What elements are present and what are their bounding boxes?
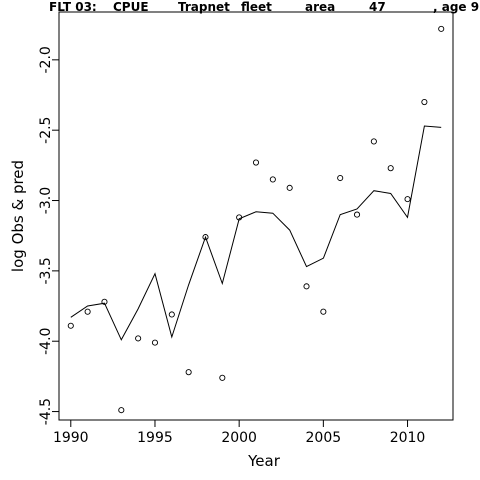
x-axis-label: Year [247, 452, 281, 470]
observed-point [370, 138, 377, 145]
observed-point [202, 234, 209, 241]
x-tick-label: 1990 [53, 430, 89, 446]
observed-point [84, 308, 91, 315]
x-axis: 1990 1995 2000 2005 2010 [53, 420, 425, 446]
observed-point [387, 165, 394, 172]
title-part-flt: FLT 03: [49, 0, 97, 14]
y-tick-label: -4.5 [38, 398, 54, 425]
x-tick-label: 2000 [221, 430, 257, 446]
plot-frame [58, 11, 454, 421]
title-part-age: , age 9 [433, 0, 479, 14]
observed-point [101, 298, 108, 305]
observed-point [421, 98, 428, 106]
title-part-trapnet: Trapnet [178, 0, 230, 14]
observed-point [151, 339, 159, 346]
observed-point [67, 322, 74, 329]
observed-point [353, 211, 361, 218]
predicted-line [70, 125, 442, 341]
y-axis-label: log Obs & pred [9, 160, 27, 272]
observed-point [303, 283, 310, 290]
title-part-area: area [305, 0, 335, 14]
observed-point [118, 407, 125, 414]
title-part-area-number: 47 [369, 0, 386, 14]
observed-point [219, 374, 226, 381]
observed-point [252, 159, 260, 166]
series-layer [67, 25, 445, 414]
x-tick-label: 2005 [306, 430, 342, 446]
x-tick-label: 1995 [137, 430, 173, 446]
observed-point [185, 369, 192, 376]
observed-point [337, 174, 344, 182]
observed-point [269, 176, 276, 183]
chart-title: FLT 03: CPUE Trapnet fleet area 47 , age… [49, 0, 479, 14]
observed-point [438, 25, 445, 32]
y-tick-label: -4.0 [38, 328, 54, 355]
y-tick-label: -2.0 [38, 46, 54, 73]
title-part-fleet: fleet [241, 0, 272, 14]
title-part-cpue: CPUE [113, 0, 149, 14]
observed-point [404, 196, 411, 203]
observed-point [320, 308, 327, 315]
x-tick-label: 2010 [390, 430, 426, 446]
y-tick-label: -3.5 [38, 257, 54, 284]
y-tick-label: -3.0 [38, 187, 54, 214]
observed-point [168, 311, 175, 318]
y-tick-label: -2.5 [38, 117, 54, 144]
observed-point [286, 184, 293, 191]
y-axis: -4.5 -4.0 -3.5 -3.0 -2.5 -2.0 [38, 46, 59, 425]
observed-point [135, 335, 142, 342]
